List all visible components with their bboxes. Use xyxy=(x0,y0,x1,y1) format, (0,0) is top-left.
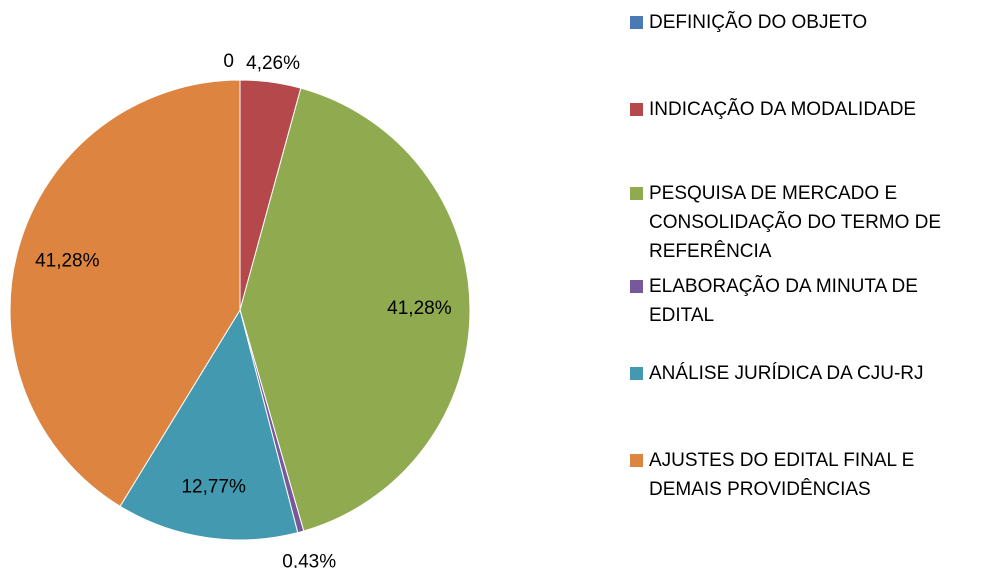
legend-entry: ANÁLISE JURÍDICA DA CJU-RJ xyxy=(630,359,975,388)
legend-swatch xyxy=(630,367,643,380)
legend-label: DEFINIÇÃO DO OBJETO xyxy=(649,12,868,33)
legend-entry: AJUSTES DO EDITAL FINAL E DEMAIS PROVIDÊ… xyxy=(630,446,975,504)
legend-entry: PESQUISA DE MERCADO E CONSOLIDAÇÃO DO TE… xyxy=(630,179,975,266)
data-label: 0 xyxy=(223,51,234,72)
legend-swatch xyxy=(630,16,643,29)
data-label: 41,28% xyxy=(35,250,100,271)
pie-slice xyxy=(119,308,299,541)
legend-swatch xyxy=(630,280,643,293)
legend-label: AJUSTES DO EDITAL FINAL E DEMAIS PROVIDÊ… xyxy=(649,450,915,500)
pie-slice xyxy=(9,79,241,507)
legend-entry: ELABORAÇÃO DA MINUTA DE EDITAL xyxy=(630,272,975,330)
legend-label: INDICAÇÃO DA MODALIDADE xyxy=(649,99,917,120)
legend-swatch xyxy=(630,454,643,467)
data-label: 4,26% xyxy=(246,53,300,74)
data-label: 0,43% xyxy=(282,552,336,568)
legend-label: ANÁLISE JURÍDICA DA CJU-RJ xyxy=(649,363,924,384)
legend-entry: DEFINIÇÃO DO OBJETO xyxy=(630,8,975,37)
legend-label: PESQUISA DE MERCADO E CONSOLIDAÇÃO DO TE… xyxy=(649,183,942,262)
legend-label: ELABORAÇÃO DA MINUTA DE EDITAL xyxy=(649,276,918,326)
pie-slice xyxy=(239,87,471,532)
data-label: 41,28% xyxy=(387,298,452,319)
legend-entry: INDICAÇÃO DA MODALIDADE xyxy=(630,95,975,124)
data-label: 12,77% xyxy=(181,476,246,497)
legend-swatch xyxy=(630,103,643,116)
legend-swatch xyxy=(630,187,643,200)
